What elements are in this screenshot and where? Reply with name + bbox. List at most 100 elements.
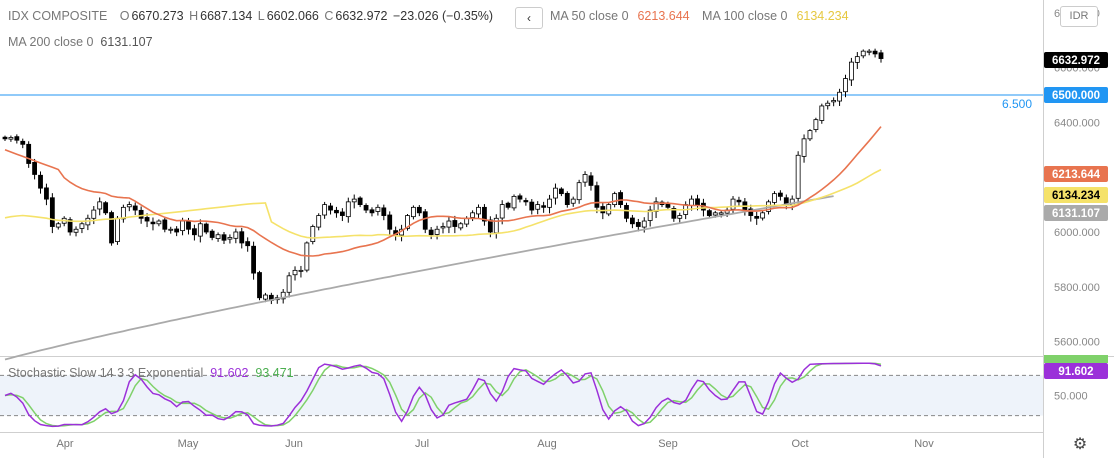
candle-body	[813, 119, 819, 130]
candle-body	[120, 206, 126, 220]
candle-body	[665, 203, 671, 208]
candle-body	[239, 231, 245, 244]
stoch-k-line	[4, 362, 882, 428]
candle-body	[440, 226, 446, 229]
candle-body	[203, 223, 209, 233]
candle-body	[286, 275, 292, 293]
stoch-legend: Stochastic Slow 14 3 3 Exponential 91.60…	[8, 366, 294, 380]
price-label: 6134.234	[1052, 190, 1101, 202]
candle-body	[280, 291, 286, 300]
candle-body	[612, 193, 618, 205]
stoch-d-label-bg	[1044, 355, 1108, 363]
ma-legend: MA 50 close 0 6213.644 MA 100 close 0 61…	[550, 9, 851, 23]
candle-body	[505, 202, 511, 208]
candle-body	[192, 228, 197, 236]
candle-body	[730, 198, 736, 210]
candle-body	[132, 205, 138, 211]
ma200-label: MA 200 close 0	[8, 35, 94, 49]
currency-button[interactable]: IDR	[1060, 6, 1098, 27]
candle-body	[736, 199, 742, 203]
candle-body	[97, 201, 103, 210]
candle-body	[860, 50, 866, 57]
candle-body	[594, 185, 600, 208]
candle-body	[14, 136, 20, 141]
candle-body	[866, 50, 872, 53]
hline-label: 6.500	[1002, 97, 1032, 111]
candle-body	[150, 221, 156, 225]
gear-icon[interactable]: ⚙	[1072, 436, 1088, 453]
candle-body	[630, 217, 635, 225]
candle-body	[570, 198, 576, 204]
candle-body	[67, 219, 73, 233]
candle-body	[600, 206, 606, 214]
high-key: H	[189, 9, 199, 23]
candle-body	[221, 234, 227, 241]
candle-body	[251, 245, 256, 274]
close-value: 6632.972	[335, 9, 388, 23]
candle-body	[428, 229, 434, 236]
candle-body	[831, 100, 837, 103]
candle-body	[819, 105, 825, 121]
ma50-value: 6213.644	[637, 9, 690, 23]
y-tick-label: 5800.000	[1054, 282, 1100, 294]
candle-body	[422, 211, 428, 230]
candle-body	[79, 223, 85, 229]
candle-body	[257, 272, 262, 299]
candle-body	[334, 209, 339, 214]
change-value: −23.026 (−0.35%)	[393, 9, 494, 23]
legend-header: IDX COMPOSITE O 6670.273 H 6687.134 L 6602.…	[8, 9, 495, 23]
candle-body	[215, 234, 221, 239]
collapse-legend-button[interactable]: ‹	[515, 7, 543, 29]
candle-body	[807, 130, 813, 140]
candle-body	[529, 201, 535, 211]
candle-body	[564, 192, 570, 205]
candle-body	[523, 200, 529, 203]
candle-body	[434, 228, 440, 235]
candle-body	[517, 195, 523, 200]
candle-body	[854, 56, 860, 63]
candle-body	[144, 217, 150, 222]
candle-body	[381, 207, 387, 216]
candle-body	[162, 219, 168, 230]
candle-body	[55, 223, 61, 228]
candle-body	[547, 198, 552, 208]
low-value: 6602.066	[266, 9, 319, 23]
x-tick-label: Aug	[537, 438, 557, 450]
candle-body	[363, 205, 369, 211]
candle-body	[718, 212, 724, 215]
candle-body	[322, 204, 328, 216]
candle-body	[411, 206, 416, 218]
candle-body	[541, 205, 547, 208]
candle-body	[476, 206, 481, 215]
candle-body	[482, 206, 487, 222]
candle-body	[292, 269, 298, 276]
candle-body	[843, 78, 848, 93]
ma200-line	[4, 195, 834, 361]
candle-body	[20, 140, 26, 145]
candle-body	[209, 230, 215, 238]
price-label-bg	[1044, 87, 1108, 103]
candle-body	[558, 188, 564, 195]
candle-body	[26, 143, 32, 164]
candle-body	[777, 192, 783, 197]
y-tick-label: 6400.000	[1054, 117, 1100, 129]
candle-body	[624, 205, 629, 219]
candle-body	[32, 162, 37, 175]
candle-body	[635, 222, 641, 227]
y-tick-label: 6000.000	[1054, 227, 1100, 239]
ma50-line	[4, 126, 882, 257]
candle-body	[73, 228, 79, 233]
candle-body	[487, 219, 493, 233]
candle-body	[168, 228, 174, 231]
close-key: C	[324, 9, 334, 23]
candle-body	[91, 209, 97, 219]
candle-body	[535, 204, 541, 210]
candle-body	[328, 205, 333, 211]
candle-body	[606, 204, 612, 215]
candle-body	[795, 154, 801, 199]
candle-body	[416, 206, 422, 214]
candle-body	[345, 201, 351, 218]
candle-body	[671, 208, 677, 219]
candle-body	[351, 198, 357, 203]
